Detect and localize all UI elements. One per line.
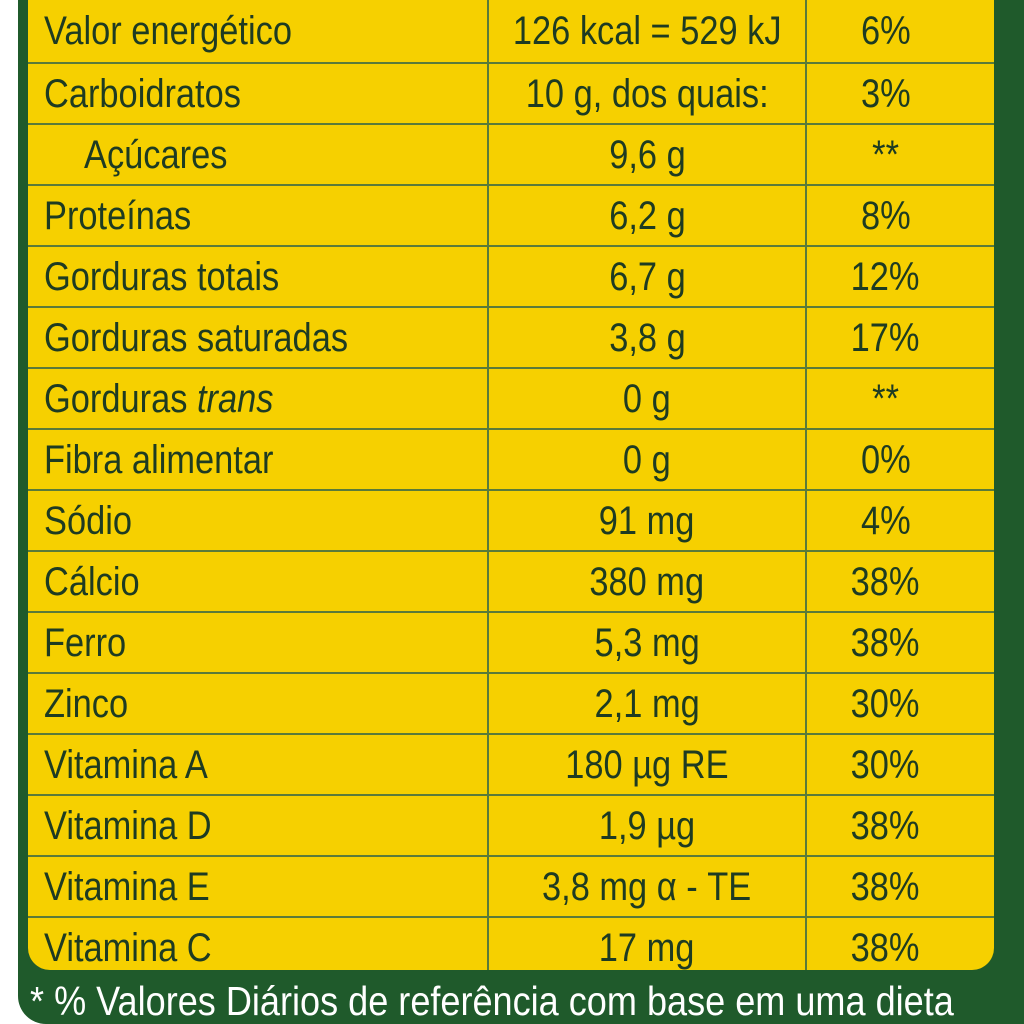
nutrient-name: Vitamina A	[28, 734, 489, 796]
nutrient-name: Gorduras totais	[28, 246, 489, 308]
nutrient-quantity: 3,8 g	[488, 307, 807, 369]
nutrient-daily-value: 12%	[806, 246, 994, 308]
nutrient-quantity: 6,2 g	[488, 185, 807, 247]
nutrient-quantity: 380 mg	[488, 551, 807, 613]
nutrient-name: Zinco	[28, 673, 489, 735]
nutrient-daily-value: 17%	[806, 307, 994, 369]
nutrient-daily-value: 30%	[806, 673, 994, 735]
footnote-text: * % Valores Diários de referência com ba…	[30, 978, 954, 1024]
nutrient-daily-value: 3%	[806, 63, 994, 125]
table-row: Vitamina A 180 µg RE 30%	[28, 734, 994, 796]
nutrient-name: Vitamina D	[28, 795, 489, 857]
table-row: Valor energético 126 kcal = 529 kJ 6%	[28, 0, 994, 64]
table-row: Ferro 5,3 mg 38%	[28, 612, 994, 674]
table-row: Gorduras totais 6,7 g 12%	[28, 246, 994, 308]
nutrient-name: Valor energético	[28, 0, 489, 64]
nutrient-quantity: 6,7 g	[488, 246, 807, 308]
nutrient-daily-value: 38%	[851, 926, 920, 970]
nutrient-name: Ferro	[28, 612, 489, 674]
nutrient-daily-value: 4%	[806, 490, 994, 552]
nutrient-name: Gorduras saturadas	[28, 307, 489, 369]
table-row: Gorduras trans 0 g **	[28, 368, 994, 430]
nutrient-name-text: Gorduras	[44, 376, 188, 421]
nutrient-daily-value: **	[806, 124, 994, 186]
nutrient-daily-value: 38%	[806, 612, 994, 674]
nutrient-name: Sódio	[28, 490, 489, 552]
nutrient-daily-value: 0%	[806, 429, 994, 491]
nutrient-name: Vitamina E	[28, 856, 489, 918]
table-row: Vitamina E 3,8 mg α - TE 38%	[28, 856, 994, 918]
nutrient-daily-value: 30%	[806, 734, 994, 796]
nutrient-quantity: 5,3 mg	[488, 612, 807, 674]
nutrient-quantity: 1,9 µg	[488, 795, 807, 857]
table-row: Fibra alimentar 0 g 0%	[28, 429, 994, 491]
table-row: Zinco 2,1 mg 30%	[28, 673, 994, 735]
nutrient-quantity: 180 µg RE	[488, 734, 807, 796]
nutrient-name: Proteínas	[28, 185, 489, 247]
nutrient-daily-value: 38%	[806, 856, 994, 918]
nutrient-quantity: 0 g	[488, 368, 807, 430]
table-row: Carboidratos 10 g, dos quais: 3%	[28, 63, 994, 125]
nutrient-name: Carboidratos	[28, 63, 489, 125]
nutrient-quantity: 17 mg	[488, 917, 807, 970]
nutrient-name: Fibra alimentar	[28, 429, 489, 491]
nutrient-daily-value: 6%	[806, 0, 994, 64]
table-row: Açúcares 9,6 g **	[28, 124, 994, 186]
table-row: Gorduras saturadas 3,8 g 17%	[28, 307, 994, 369]
nutrient-quantity: 3,8 mg α - TE	[488, 856, 807, 918]
daily-values-footnote: * % Valores Diários de referência com ba…	[30, 978, 1020, 1024]
nutrient-daily-value: **	[806, 368, 994, 430]
table-row: Cálcio 380 mg 38%	[28, 551, 994, 613]
nutrition-table-container: Valor energético 126 kcal = 529 kJ 6% Ca…	[28, 0, 994, 970]
nutrient-name: Cálcio	[28, 551, 489, 613]
nutrient-name: Gorduras trans	[28, 368, 489, 430]
nutrient-daily-value: 38%	[806, 551, 994, 613]
nutrient-quantity: 10 g, dos quais:	[488, 63, 807, 125]
table-row: Vitamina C 17 mg 38%	[28, 917, 994, 970]
nutrition-facts-table: Valor energético 126 kcal = 529 kJ 6% Ca…	[28, 0, 994, 970]
nutrient-quantity: 126 kcal = 529 kJ	[488, 0, 807, 64]
nutrient-daily-value: 38%	[806, 795, 994, 857]
nutrient-quantity: 9,6 g	[488, 124, 807, 186]
nutrient-quantity: 2,1 mg	[488, 673, 807, 735]
nutrient-quantity: 91 mg	[488, 490, 807, 552]
nutrient-name: Açúcares	[28, 124, 489, 186]
table-row: Sódio 91 mg 4%	[28, 490, 994, 552]
nutrient-name: Vitamina C	[28, 917, 489, 970]
nutrient-daily-value: 8%	[806, 185, 994, 247]
nutrient-name-italic: trans	[196, 376, 274, 421]
table-row: Vitamina D 1,9 µg 38%	[28, 795, 994, 857]
table-row: Proteínas 6,2 g 8%	[28, 185, 994, 247]
nutrient-quantity: 0 g	[488, 429, 807, 491]
